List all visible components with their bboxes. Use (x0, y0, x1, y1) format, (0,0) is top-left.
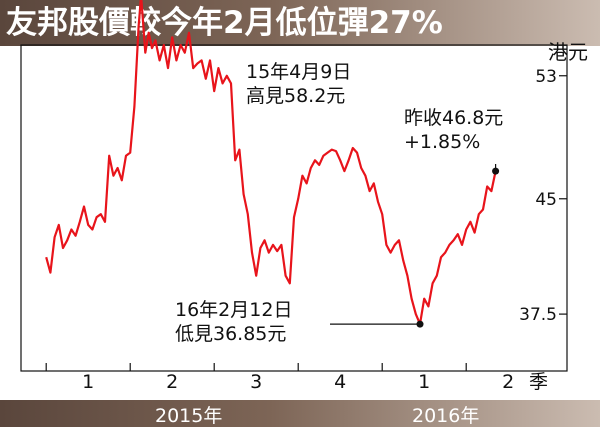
y-unit-label: 港元 (548, 40, 588, 64)
quarter-tick-label: 2 (502, 371, 514, 393)
annotation-low-value: 低見36.85元 (175, 323, 287, 345)
low-point-dot (416, 320, 424, 328)
chart-title: 友邦股價較今年2月低位彈27% (6, 5, 443, 41)
quarter-tick-label: 4 (334, 371, 346, 393)
annotation-last-change: +1.85% (404, 131, 481, 153)
year-label-2016: 2016年 (412, 405, 480, 427)
annotation-low: 16年2月12日 低見36.85元 (175, 298, 292, 346)
annotation-last: 昨收46.8元 +1.85% (404, 106, 503, 154)
y-axis: 37.5 45 53 (519, 67, 567, 325)
annotation-high-date: 15年4月9日 (246, 61, 352, 83)
year-label-2015: 2015年 (155, 405, 223, 427)
y-tick-label: 45 (535, 190, 557, 210)
y-tick-label: 53 (535, 67, 557, 87)
quarter-tick-label: 1 (418, 371, 430, 393)
annotation-last-close: 昨收46.8元 (404, 107, 504, 129)
quarter-tick-label: 1 (82, 371, 94, 393)
plot-frame (20, 44, 568, 372)
year-bar (0, 400, 600, 427)
annotation-low-date: 16年2月12日 (175, 299, 293, 321)
annotation-high: 15年4月9日 高見58.2元 (246, 60, 351, 108)
price-line-series (45, 0, 497, 326)
quarter-tick-label: 2 (166, 371, 178, 393)
annotation-leaders (330, 164, 500, 328)
quarter-tick-label: 3 (250, 371, 262, 393)
x-axis: 1 2 3 4 1 2 (45, 363, 514, 393)
title-bar (0, 0, 600, 46)
y-tick-label: 37.5 (519, 305, 557, 325)
annotation-high-value: 高見58.2元 (246, 85, 346, 107)
quarter-axis-suffix: 季 (529, 371, 548, 393)
last-point-dot (492, 167, 500, 175)
